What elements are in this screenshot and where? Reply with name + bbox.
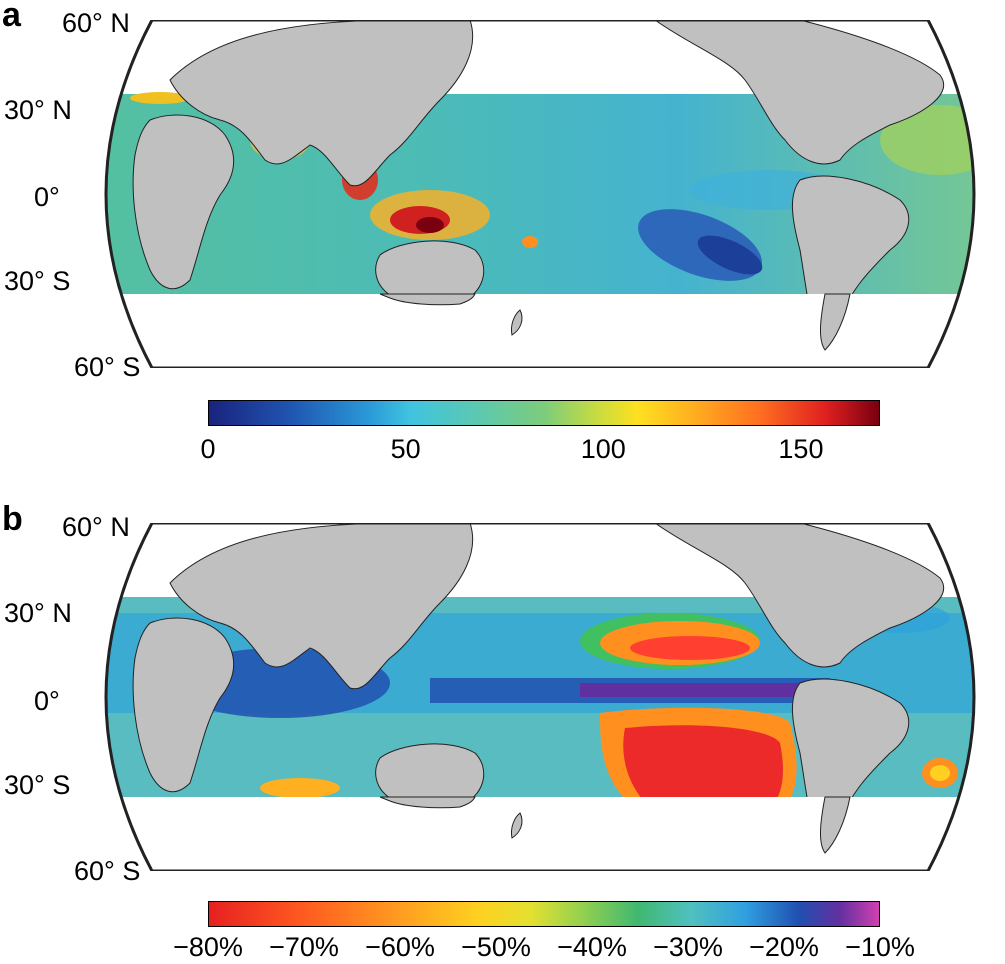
colorbar-b (208, 901, 880, 927)
panel-letter-b: b (2, 500, 23, 538)
colorbar-tick-label: −20% (749, 932, 819, 962)
colorbar-tick-label: 150 (778, 434, 824, 464)
lat-label-60n: 60° N (62, 512, 130, 542)
colorbar-tick-label: −80% (173, 932, 243, 962)
lat-label-30n: 30° N (4, 95, 72, 125)
lat-label-30n: 30° N (4, 598, 72, 628)
colorbar-tick-label: 100 (580, 434, 626, 464)
lat-label-equator: 0° (34, 686, 60, 716)
colorbar-a (208, 400, 880, 426)
colorbar-tick-label: −10% (845, 932, 915, 962)
map-frame (104, 523, 976, 871)
colorbar-tick-label: −60% (365, 932, 435, 962)
low-value-core (697, 235, 763, 275)
colorbar-tick-label: −50% (461, 932, 531, 962)
map-panel-a (104, 20, 976, 368)
land (132, 20, 944, 347)
panel-letter-a: a (2, 0, 21, 34)
lat-label-60s: 60° S (74, 856, 141, 886)
map-panel-b (104, 523, 976, 871)
lat-label-60n: 60° N (62, 8, 130, 38)
lat-label-30s: 30° S (4, 266, 71, 296)
map-frame (104, 20, 976, 368)
lat-label-60s: 60° S (74, 352, 141, 382)
colorbar-tick-label: −40% (557, 932, 627, 962)
colorbar-tick-label: −70% (269, 932, 339, 962)
colorbar-tick-label: −30% (653, 932, 723, 962)
lat-label-equator: 0° (34, 182, 60, 212)
colorbar-tick-label: 0 (200, 434, 216, 464)
lat-label-30s: 30° S (4, 770, 71, 800)
colorbar-tick-label: 50 (390, 434, 421, 464)
